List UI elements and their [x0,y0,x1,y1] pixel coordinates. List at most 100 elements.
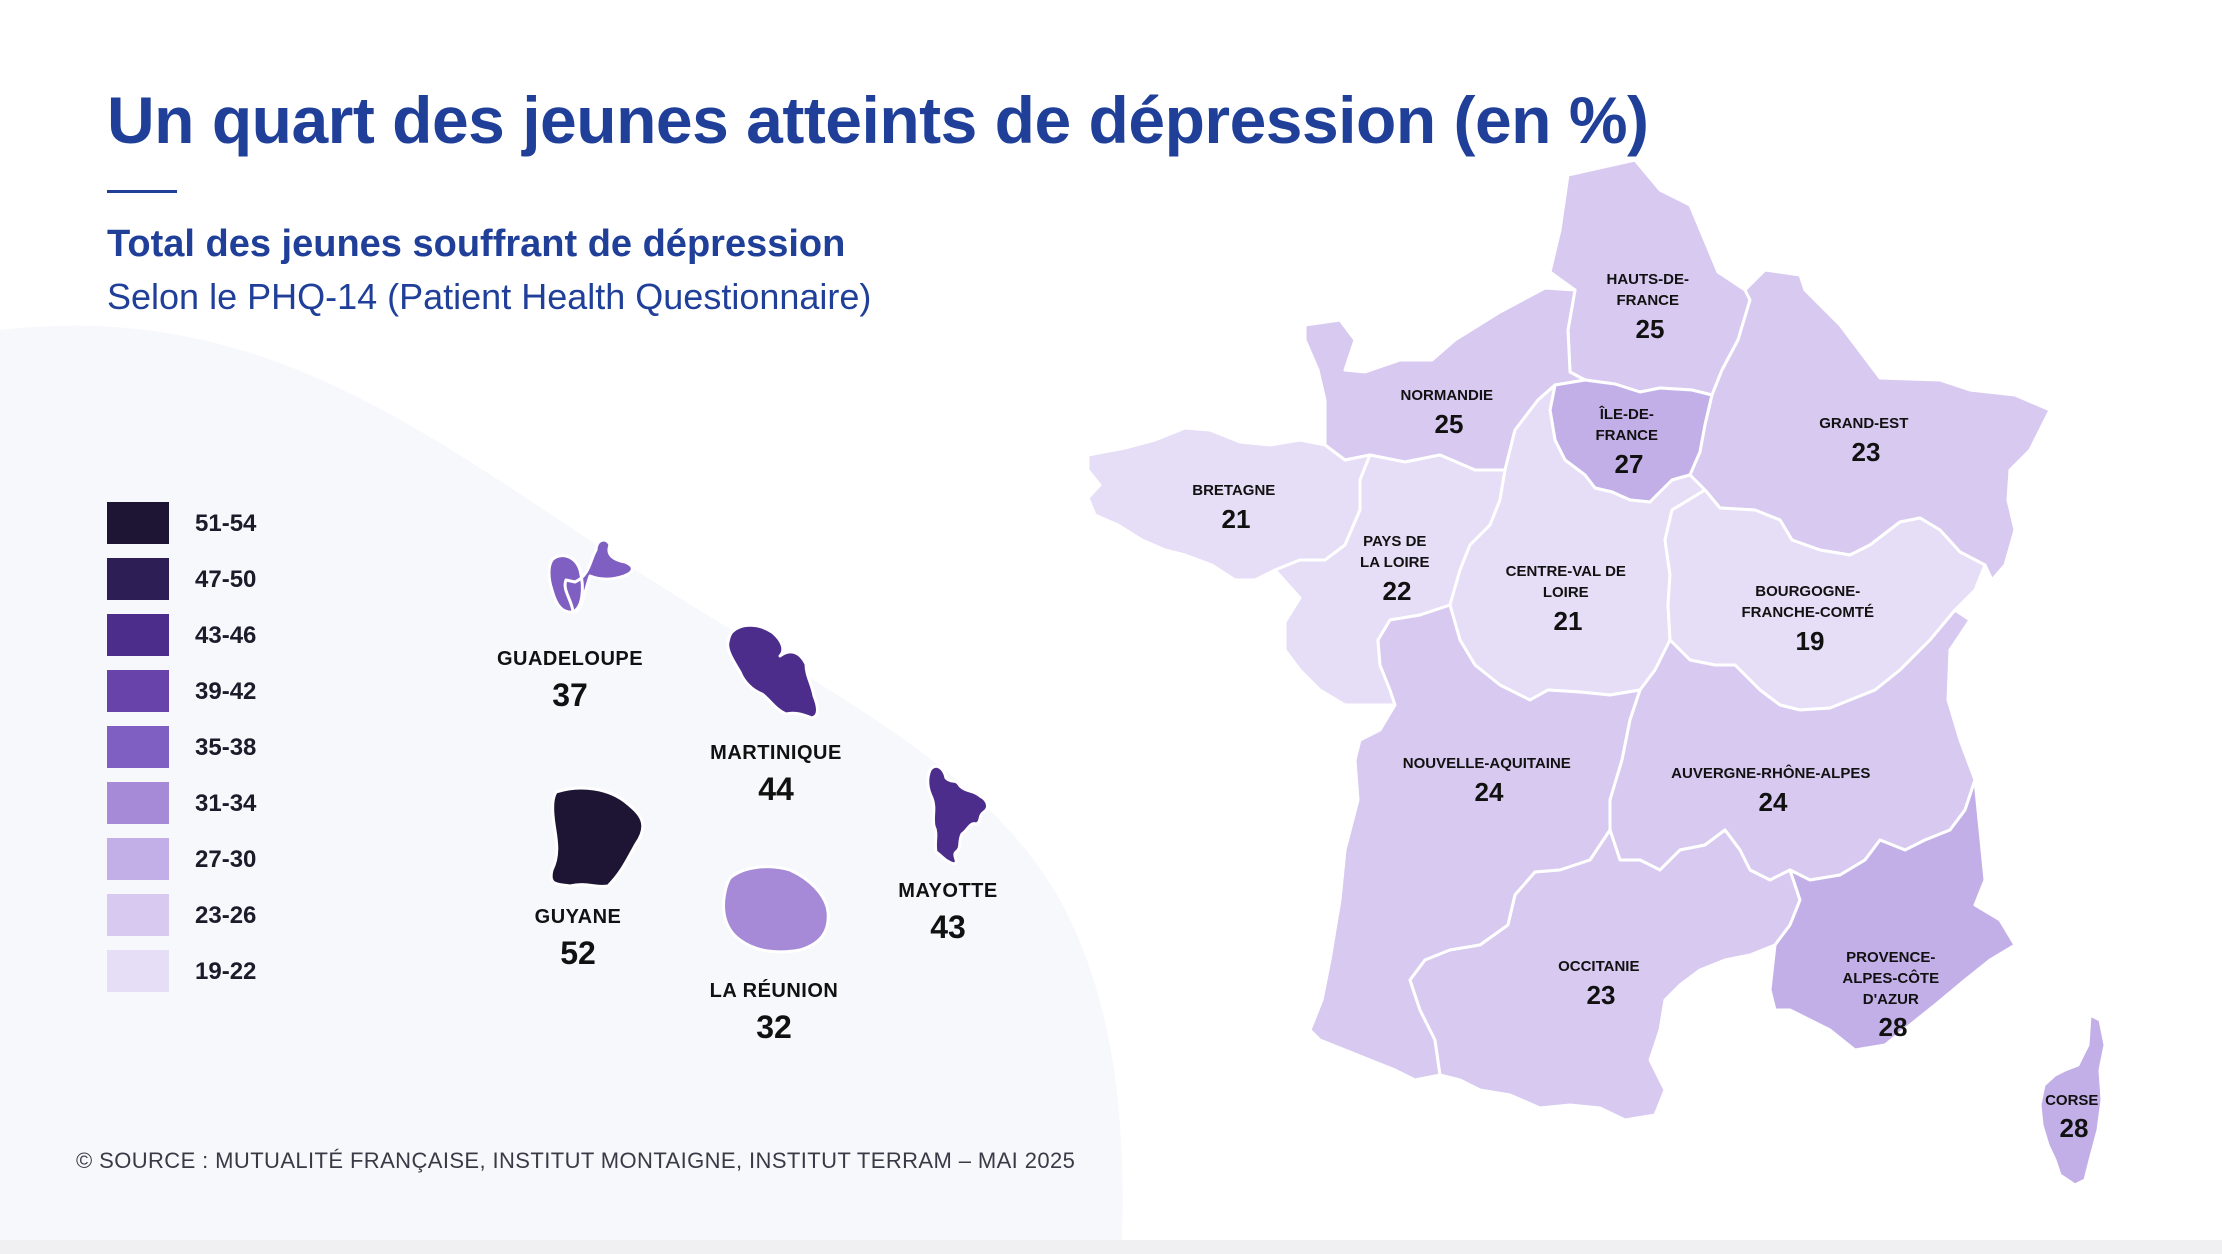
legend-label: 19-22 [195,958,257,985]
label-grand-est: GRAND-EST 23 [1819,415,1913,467]
region-value: 25 [1435,409,1464,439]
region-value: 21 [1222,504,1251,534]
subtitle: Total des jeunes souffrant de dépression [107,223,846,265]
territory-value: 32 [756,1009,792,1045]
region-value: 22 [1383,576,1412,606]
region-name: OCCITANIE [1558,958,1639,975]
legend-swatch [107,614,169,656]
label-pays-de-la-loire: PAYS DE LA LOIRE 22 [1360,533,1434,606]
territory-name: GUADELOUPE [496,648,644,670]
martinique-shape[interactable] [726,623,819,720]
label-ile-de-france: ÎLE-DE- FRANCE 27 [1596,405,1663,479]
label-guyane: GUYANE 52 [535,906,622,972]
legend-swatch [107,670,169,712]
legend-swatch [107,502,169,544]
subtitle-note: Selon le PHQ-14 (Patient Health Question… [107,276,872,317]
legend-label: 47-50 [195,566,257,593]
label-occitanie: OCCITANIE 23 [1558,958,1644,1010]
region-name: FRANCE [1617,292,1680,309]
region-name: LOIRE [1543,584,1589,601]
label-auvergne-rhone-alpes: AUVERGNE-RHÔNE-ALPES 24 [1671,764,1875,817]
label-la-reunion: LA RÉUNION 32 [710,980,839,1046]
label-hauts-de-france: HAUTS-DE- FRANCE 25 [1607,271,1694,344]
legend-item: 27-30 [107,838,327,880]
legend-swatch [107,838,169,880]
region-value: 24 [1475,777,1504,807]
title-underline [107,190,177,193]
territory-name: GUYANE [534,906,622,928]
region-occitanie[interactable] [1408,828,1802,1122]
region-name: HAUTS-DE- [1607,271,1690,288]
region-name: GRAND-EST [1819,415,1908,432]
legend-swatch [107,558,169,600]
legend-swatch [107,950,169,992]
label-nouvelle-aquitaine: NOUVELLE-AQUITAINE 24 [1403,755,1576,807]
territory-name: MAYOTTE [898,880,998,902]
label-guadeloupe: GUADELOUPE 37 [497,648,643,714]
territory-value: 52 [560,935,596,971]
region-value: 27 [1615,449,1644,479]
legend-item: 47-50 [107,558,327,600]
territory-value: 37 [552,677,588,713]
territory-name: MARTINIQUE [710,742,842,764]
territory-value: 44 [758,771,794,807]
territory-name: LA RÉUNION [709,980,839,1002]
legend-item: 51-54 [107,502,327,544]
guadeloupe-shape[interactable] [547,538,634,614]
region-name: FRANCE [1596,427,1659,444]
label-martinique: MARTINIQUE 44 [710,742,842,808]
region-name: NOUVELLE-AQUITAINE [1403,755,1571,772]
region-name: CORSE [2045,1092,2098,1109]
legend-swatch [107,782,169,824]
legend-item: 39-42 [107,670,327,712]
label-bourgogne-franche-comte: BOURGOGNE- FRANCHE-COMTÉ 19 [1742,583,1879,656]
region-value: 24 [1759,787,1788,817]
region-name: NORMANDIE [1401,387,1494,404]
legend-swatch [107,726,169,768]
legend-swatch [107,894,169,936]
region-value: 28 [2060,1113,2089,1143]
legend-label: 51-54 [195,510,257,537]
legend-item: 43-46 [107,614,327,656]
bottom-bar [0,1240,2222,1254]
region-name: ÎLE-DE- [1599,405,1654,423]
legend-label: 27-30 [195,846,257,873]
region-name: BOURGOGNE- [1755,583,1860,600]
region-name: FRANCHE-COMTÉ [1742,604,1875,621]
legend-item: 23-26 [107,894,327,936]
region-value: 19 [1796,626,1825,656]
legend-label: 23-26 [195,902,257,929]
label-provence-alpes-cote-dazur: PROVENCE- ALPES-CÔTE D'AZUR 28 [1842,949,1943,1042]
region-provence-alpes-cote-dazur[interactable] [1768,778,2017,1052]
region-value: 23 [1587,980,1616,1010]
page-title: Un quart des jeunes atteints de dépressi… [107,83,1649,157]
legend-label: 35-38 [195,734,257,761]
region-value: 23 [1852,437,1881,467]
region-name: BRETAGNE [1192,482,1275,499]
mayotte-shape[interactable] [926,764,989,866]
label-centre-val-de-loire: CENTRE-VAL DE LOIRE 21 [1506,563,1631,636]
region-name: LA LOIRE [1360,554,1429,571]
legend-label: 31-34 [195,790,257,817]
region-value: 21 [1554,606,1583,636]
region-name: D'AZUR [1863,991,1919,1008]
la-reunion-shape[interactable] [722,865,830,954]
guyane-shape[interactable] [549,786,645,888]
region-name: AUVERGNE-RHÔNE-ALPES [1671,764,1870,782]
region-name: CENTRE-VAL DE [1506,563,1626,580]
region-name: PROVENCE- [1846,949,1935,966]
territory-value: 43 [930,909,966,945]
legend-item: 35-38 [107,726,327,768]
label-mayotte: MAYOTTE 43 [898,880,997,946]
legend-item: 19-22 [107,950,327,992]
label-normandie: NORMANDIE 25 [1401,387,1498,439]
region-corse[interactable] [2038,1013,2107,1187]
region-name: ALPES-CÔTE [1842,969,1939,987]
legend-label: 39-42 [195,678,257,705]
region-name: PAYS DE [1363,533,1426,550]
region-value: 25 [1636,314,1665,344]
source-note: © SOURCE : MUTUALITÉ FRANÇAISE, INSTITUT… [76,1148,1076,1173]
label-bretagne: BRETAGNE 21 [1192,482,1280,534]
